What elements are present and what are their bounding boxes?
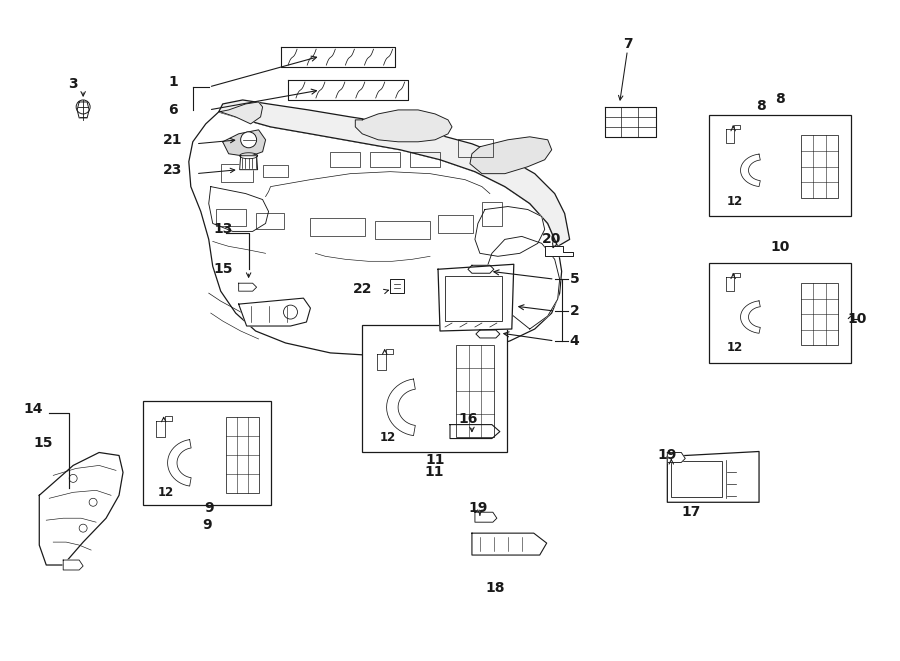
Polygon shape [468, 265, 494, 273]
Text: 7: 7 [623, 37, 633, 51]
Bar [801, 283, 838, 345]
Text: 12: 12 [380, 431, 396, 444]
Polygon shape [356, 110, 452, 142]
Polygon shape [63, 560, 83, 570]
Text: 18: 18 [485, 581, 505, 595]
Text: 11: 11 [424, 465, 444, 479]
Polygon shape [209, 186, 268, 231]
Bar [709, 263, 850, 363]
Polygon shape [741, 301, 760, 333]
Bar [801, 136, 838, 198]
Text: 14: 14 [23, 402, 43, 416]
Bar [445, 276, 502, 321]
Bar [256, 214, 284, 229]
Polygon shape [222, 130, 266, 157]
Polygon shape [726, 126, 740, 143]
Text: 1: 1 [168, 75, 177, 89]
Polygon shape [288, 80, 408, 100]
Text: 23: 23 [163, 163, 183, 176]
Polygon shape [391, 279, 404, 293]
Polygon shape [189, 112, 562, 356]
Polygon shape [667, 451, 759, 502]
Bar [410, 152, 440, 167]
Text: 15: 15 [33, 436, 53, 449]
Polygon shape [238, 283, 256, 291]
Polygon shape [667, 453, 685, 463]
Polygon shape [726, 273, 740, 291]
Text: 16: 16 [458, 412, 478, 426]
Bar [263, 165, 287, 176]
Text: 3: 3 [68, 77, 78, 91]
Text: 22: 22 [353, 282, 372, 296]
Text: 6: 6 [168, 103, 177, 117]
Bar [671, 461, 722, 497]
Text: 19: 19 [658, 448, 677, 463]
Bar [370, 152, 400, 167]
Text: 4: 4 [570, 334, 580, 348]
Polygon shape [156, 416, 172, 438]
Polygon shape [239, 156, 257, 170]
Polygon shape [387, 379, 415, 436]
Bar [310, 219, 365, 237]
Text: 9: 9 [202, 518, 211, 532]
Polygon shape [605, 107, 656, 137]
Polygon shape [450, 424, 500, 438]
Text: 2: 2 [570, 304, 580, 318]
Text: 12: 12 [726, 342, 742, 354]
Text: 5: 5 [570, 272, 580, 286]
Text: 19: 19 [468, 501, 488, 516]
Polygon shape [741, 154, 760, 186]
Text: 9: 9 [204, 501, 213, 516]
Polygon shape [40, 453, 123, 565]
Text: 17: 17 [681, 505, 701, 520]
Bar [458, 139, 493, 157]
Bar [216, 208, 246, 227]
Text: 10: 10 [847, 312, 867, 326]
Polygon shape [544, 247, 572, 256]
Bar [482, 202, 502, 227]
Polygon shape [476, 330, 500, 338]
Text: 15: 15 [213, 262, 232, 276]
Bar [363, 325, 507, 453]
Polygon shape [238, 298, 310, 326]
Polygon shape [77, 102, 89, 118]
Bar [226, 418, 259, 492]
Polygon shape [475, 206, 544, 256]
Polygon shape [377, 349, 392, 369]
Text: 11: 11 [426, 453, 445, 467]
Bar [143, 401, 271, 505]
Polygon shape [485, 237, 560, 329]
Polygon shape [167, 440, 191, 486]
Text: 12: 12 [726, 195, 742, 208]
Bar [709, 115, 850, 217]
Text: 12: 12 [158, 486, 174, 499]
Polygon shape [472, 533, 546, 555]
Circle shape [240, 132, 256, 148]
Text: 8: 8 [775, 92, 785, 106]
Bar [330, 152, 360, 167]
Bar [375, 221, 430, 239]
Polygon shape [475, 512, 497, 522]
Polygon shape [438, 264, 514, 331]
Polygon shape [281, 47, 395, 67]
Text: 13: 13 [213, 223, 232, 237]
Bar [438, 215, 473, 233]
Text: 21: 21 [163, 133, 183, 147]
Bar [220, 164, 253, 182]
Polygon shape [219, 100, 570, 247]
Text: 20: 20 [542, 233, 562, 247]
Polygon shape [219, 102, 263, 124]
Bar [456, 346, 494, 437]
Polygon shape [470, 137, 552, 174]
Text: 10: 10 [770, 241, 789, 254]
Text: 8: 8 [756, 99, 766, 113]
